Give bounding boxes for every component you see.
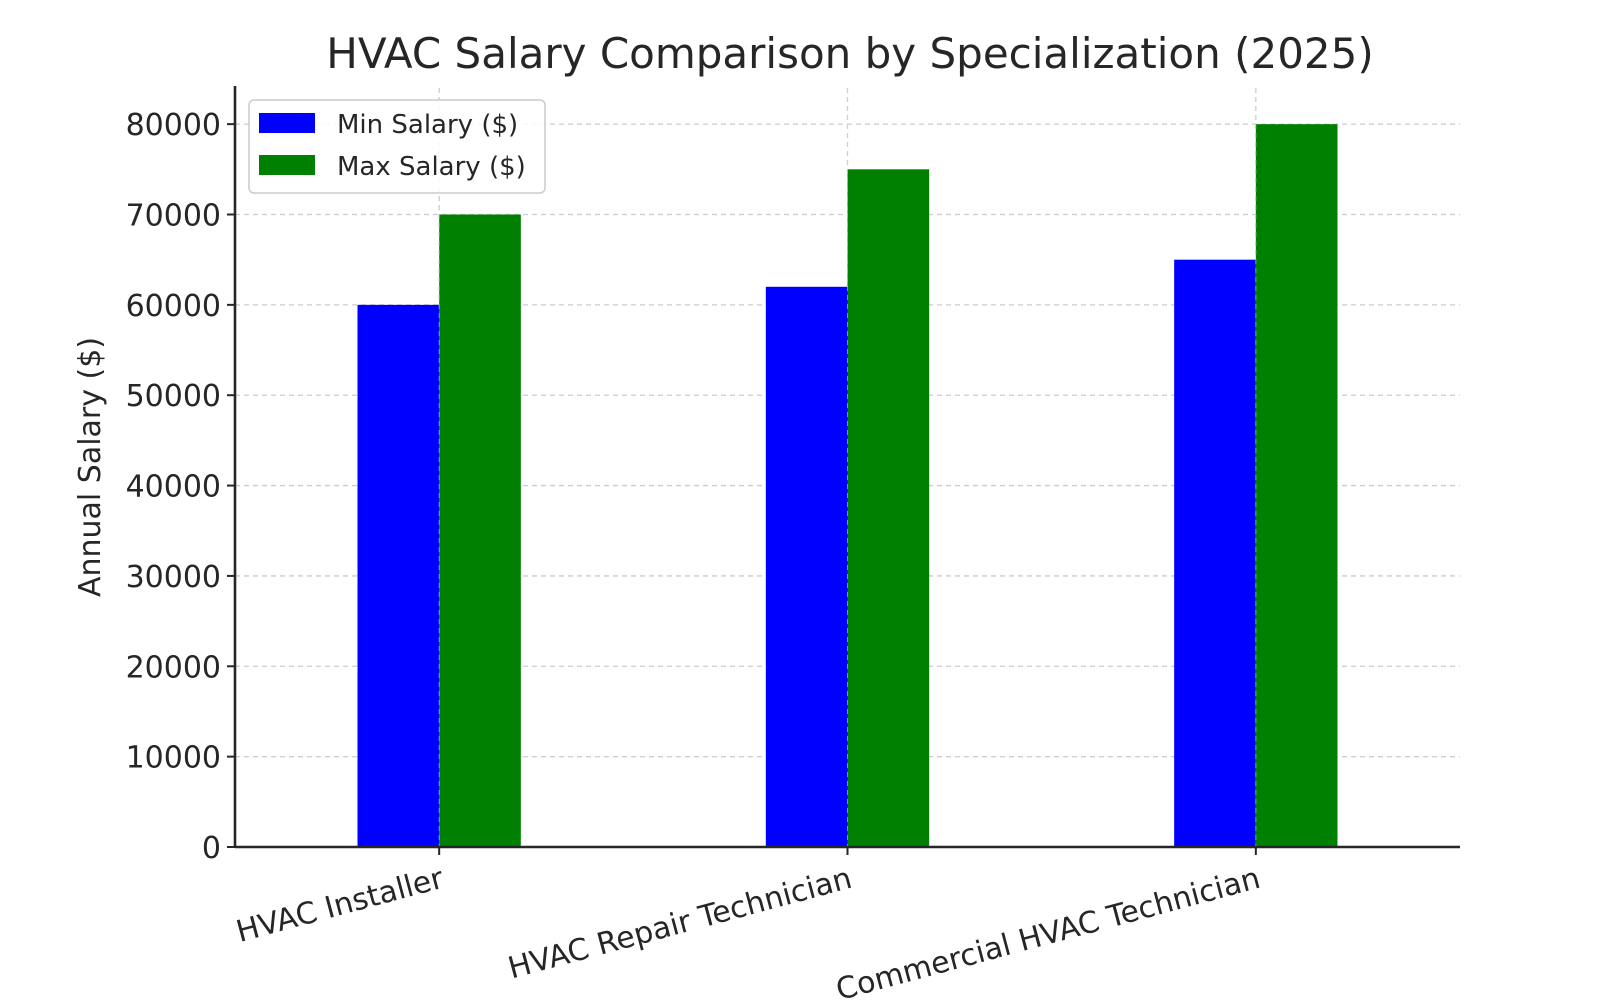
bars (357, 88, 1338, 848)
y-tick-labels: 0 10000 20000 30000 40000 50000 60000 70000 8000… (126, 108, 235, 866)
bar-max-salary-hvac-installer (439, 214, 521, 847)
x-category-label-hvac-repair-technician: HVAC Repair Technician (505, 861, 856, 986)
legend-label-min-salary: Min Salary ($) (337, 110, 518, 140)
y-tick-label: 40000 (126, 470, 221, 505)
bar-min-salary-hvac-installer (357, 304, 440, 847)
y-tick-label: 80000 (126, 108, 221, 143)
legend-swatch-min-salary (259, 113, 315, 133)
y-tick-label: 30000 (126, 560, 221, 595)
y-axis-label: Annual Salary ($) (73, 337, 108, 597)
legend-swatch-max-salary (259, 155, 315, 175)
legend-frame (248, 99, 546, 194)
x-category-label-commercial-hvac-technician: Commercial HVAC Technician (832, 861, 1264, 1000)
x-category-labels: HVAC Installer HVAC Repair TechnicianComm… (233, 847, 1264, 1004)
bar-min-salary-hvac-repair-technician (765, 286, 848, 847)
bar-min-salary-commercial-hvac-technician (1174, 259, 1256, 847)
legend: Min Salary ($) Max Salary ($) (248, 99, 546, 194)
chart-title: HVAC Salary Comparison by Specialization… (326, 29, 1374, 78)
bar-max-salary-hvac-repair-technician (847, 169, 930, 848)
y-tick-label: 10000 (126, 741, 221, 776)
y-tick-label: 70000 (126, 199, 221, 234)
x-category-label-hvac-installer: HVAC Installer (233, 861, 448, 950)
bar-max-salary-commercial-hvac-technician (1255, 124, 1338, 847)
y-tick-label: 20000 (126, 650, 221, 685)
y-tick-label: 50000 (126, 379, 221, 414)
y-tick-label: 0 (202, 831, 221, 866)
legend-label-max-salary: Max Salary ($) (337, 152, 526, 182)
y-tick-label: 60000 (126, 289, 221, 324)
